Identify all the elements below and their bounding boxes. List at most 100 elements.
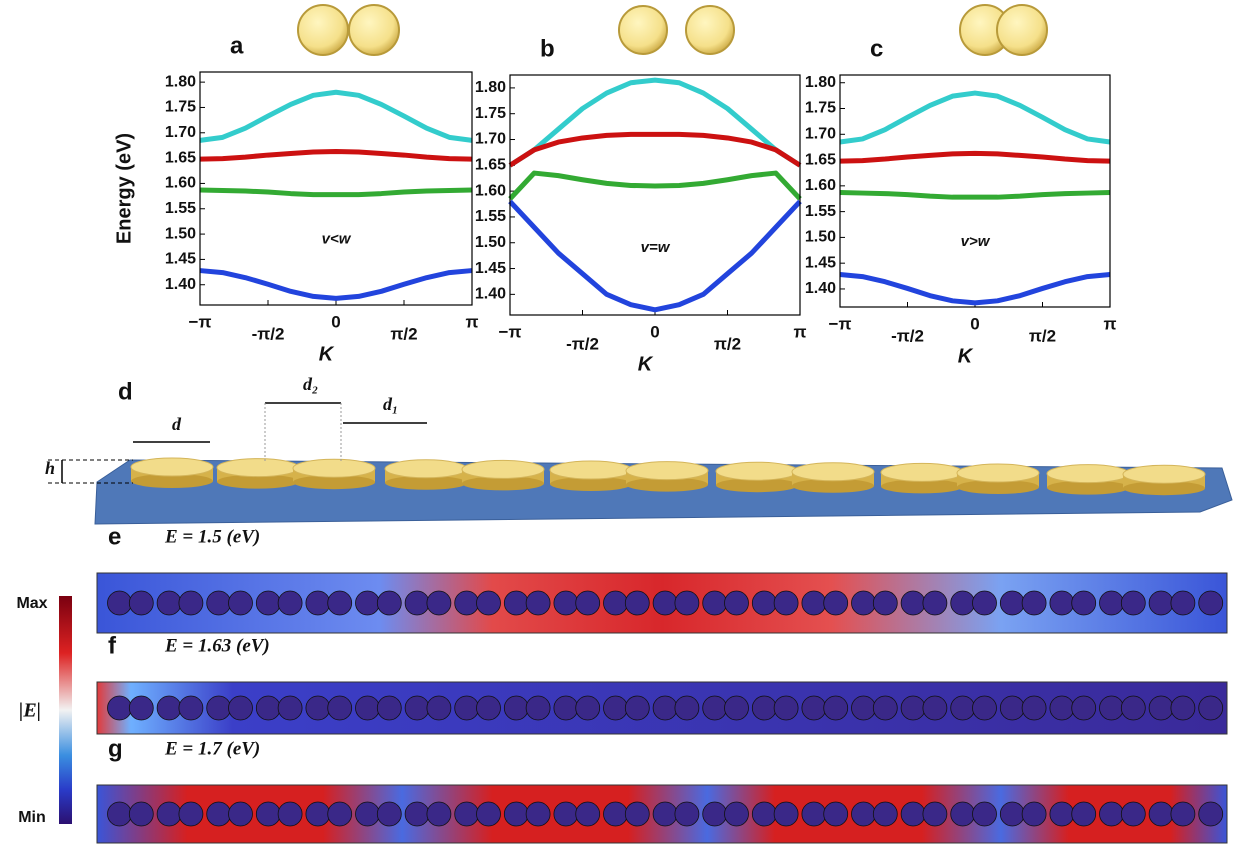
disk-top [880,462,964,482]
y-tick-label: 1.75 [805,100,836,117]
y-tick-label: 1.45 [805,254,836,271]
disk-icon [348,4,400,56]
disk-section [454,801,480,827]
colorbar-min: Min [18,809,46,826]
disk-section [872,695,898,721]
disk-section [1099,590,1124,616]
disk-section [851,590,876,616]
disk-section [327,590,353,616]
y-tick-label: 1.45 [475,260,506,277]
band-line [508,131,802,168]
disk-section [525,695,551,721]
disk-section [178,695,204,721]
disk-section [652,801,678,827]
disk-section [999,801,1025,827]
disk-section [851,801,876,827]
energy-label: E = 1.5 (eV) [164,526,260,547]
band-line [508,77,802,168]
energy-label: E = 1.7 (eV) [164,738,260,759]
disk-section [1071,695,1097,721]
y-tick-label: 1.50 [805,229,836,246]
disk-section [1099,695,1124,721]
colorbar [59,596,72,824]
y-tick-label: 1.50 [165,225,196,242]
disk-section [277,695,303,721]
disk-section [426,695,452,721]
y-tick-label: 1.55 [475,208,506,225]
y-tick-label: 1.80 [165,73,196,90]
disk-top [791,462,875,482]
disk-section [575,695,601,721]
y-axis-label: Energy (eV) [113,133,135,244]
panel-letter: b [540,35,555,62]
disk-section [376,590,402,616]
disk-top [461,459,545,479]
disk-section [773,590,799,616]
disk-section [404,801,430,827]
disk-section [900,590,926,616]
band-line [508,170,802,201]
disk-section [206,590,232,616]
disk-bottom [131,474,213,488]
disk-section [702,695,728,721]
disk-section [525,801,551,827]
disk-section [801,695,827,721]
disk-section [872,801,898,827]
disk-section [1148,590,1174,616]
x-tick-label: -π/2 [891,326,924,345]
disk-section [525,590,551,616]
y-tick-label: 1.50 [475,234,506,251]
disk-section [1021,590,1047,616]
disk-section [228,801,253,827]
band-line [199,187,473,198]
x-tick-label: π [1103,314,1116,333]
disk-top [130,457,214,477]
disk-section [751,590,777,616]
disk-section [900,801,926,827]
disk-section [773,695,799,721]
disk-section [1170,695,1196,721]
x-axis-label: K [958,345,974,367]
disk-section [1148,695,1174,721]
disk-section [107,695,132,721]
disk-section [553,801,579,827]
disk-section [107,590,132,616]
band-line [199,149,473,162]
dimension-label: d₁ [383,394,398,414]
y-tick-label: 1.75 [165,99,196,116]
disk-section [950,695,976,721]
disk-section [823,801,849,827]
panel-letter: d [118,378,133,405]
colorbar-max: Max [16,595,47,612]
panel-letter: g [108,735,123,762]
disk-section [206,801,232,827]
disk-bottom [462,476,544,491]
disk-section [277,801,303,827]
band-line [199,268,473,301]
disk-section [823,590,849,616]
disk-section [1099,801,1124,827]
x-tick-label: 0 [331,312,340,331]
disk-section [603,695,628,721]
disk-bottom [217,474,299,489]
disk-top [956,463,1040,483]
disk-bottom [792,478,874,493]
disk-section [624,695,650,721]
disk-top [1122,464,1206,484]
disk-bottom [1047,480,1129,495]
disk-section [255,590,281,616]
disk-top [549,460,633,480]
disk-section [851,695,876,721]
disk-section [674,801,700,827]
disk-section [128,590,154,616]
panel-letter: e [108,523,121,550]
disk-section [950,801,976,827]
disk-section [1021,695,1047,721]
y-tick-label: 1.80 [805,74,836,91]
disk-section [823,695,849,721]
disk-section [724,801,749,827]
disk-section [652,695,678,721]
disk-section [1120,590,1146,616]
disk-section [674,590,700,616]
disk-section [872,590,898,616]
